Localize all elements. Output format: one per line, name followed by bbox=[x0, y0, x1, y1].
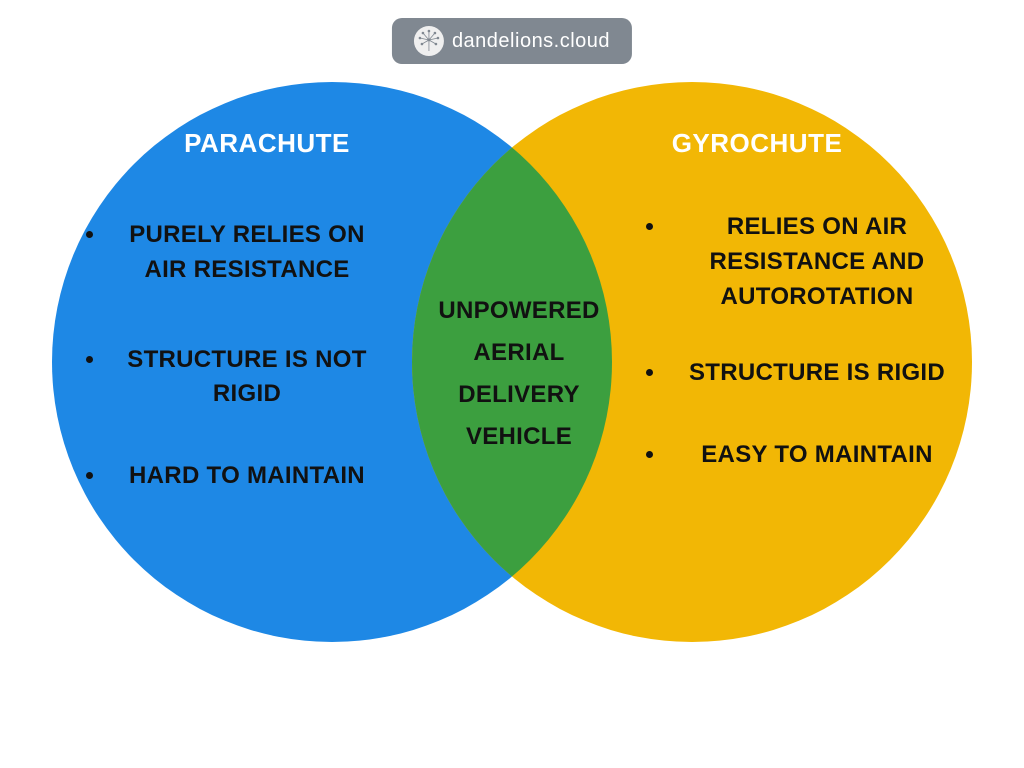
list-item: PURELY RELIES ON AIR RESISTANCE bbox=[107, 218, 387, 288]
left-list: PURELY RELIES ON AIR RESISTANCE STRUCTUR… bbox=[107, 218, 387, 493]
right-list: RELIES ON AIR RESISTANCE AND AUTOROTATIO… bbox=[667, 210, 967, 472]
overlap-text: UNPOWERED AERIAL DELIVERY VEHICLE bbox=[412, 290, 626, 458]
left-title: PARACHUTE bbox=[147, 128, 387, 159]
list-item: STRUCTURE IS RIGID bbox=[667, 356, 967, 391]
venn-diagram: PARACHUTE GYROCHUTE PURELY RELIES ON AIR… bbox=[52, 80, 972, 760]
list-item: RELIES ON AIR RESISTANCE AND AUTOROTATIO… bbox=[667, 210, 967, 314]
list-item: STRUCTURE IS NOT RIGID bbox=[107, 343, 387, 413]
list-item: EASY TO MAINTAIN bbox=[667, 439, 967, 471]
logo-text: dandelions.cloud bbox=[452, 30, 610, 53]
list-item: HARD TO MAINTAIN bbox=[107, 460, 387, 492]
right-title: GYROCHUTE bbox=[637, 128, 877, 159]
logo-badge: dandelions.cloud bbox=[392, 18, 632, 64]
dandelion-icon bbox=[414, 26, 444, 56]
